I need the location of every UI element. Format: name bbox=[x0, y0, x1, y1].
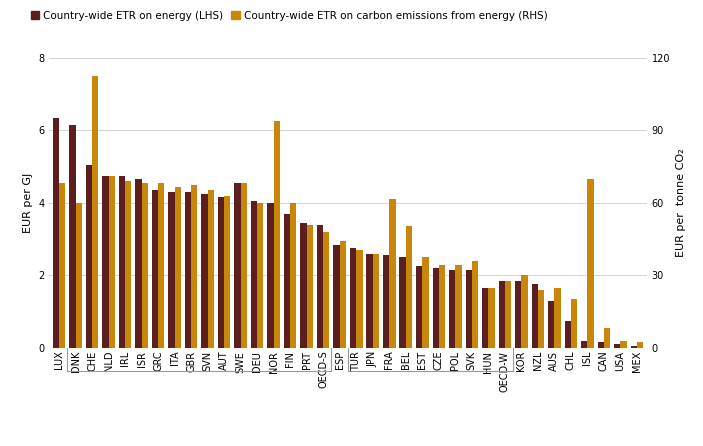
Bar bbox=[273, 121, 280, 348]
Bar bbox=[472, 261, 478, 348]
Bar bbox=[317, 225, 323, 348]
Bar bbox=[53, 118, 59, 348]
Bar bbox=[373, 254, 379, 348]
Bar bbox=[267, 203, 273, 348]
Bar bbox=[350, 248, 356, 348]
Y-axis label: EUR per  tonne CO₂: EUR per tonne CO₂ bbox=[676, 149, 685, 257]
Bar bbox=[257, 203, 264, 348]
Bar bbox=[174, 186, 181, 348]
Bar bbox=[515, 281, 522, 348]
Bar bbox=[136, 179, 141, 348]
Bar bbox=[416, 266, 423, 348]
Bar bbox=[119, 176, 125, 348]
Bar bbox=[323, 232, 330, 348]
Bar bbox=[565, 321, 571, 348]
Bar bbox=[399, 257, 406, 348]
Bar bbox=[465, 270, 472, 348]
Bar bbox=[185, 192, 191, 348]
Legend: Country-wide ETR on energy (LHS), Country-wide ETR on carbon emissions from ener: Country-wide ETR on energy (LHS), Countr… bbox=[30, 11, 548, 21]
Bar bbox=[389, 199, 396, 348]
Bar bbox=[356, 250, 363, 348]
Bar bbox=[637, 343, 643, 348]
Bar bbox=[383, 256, 389, 348]
Bar bbox=[505, 281, 511, 348]
Bar bbox=[86, 165, 92, 348]
Bar bbox=[522, 276, 527, 348]
Bar bbox=[125, 181, 131, 348]
Y-axis label: EUR per GJ: EUR per GJ bbox=[22, 173, 32, 233]
Bar bbox=[191, 185, 198, 348]
Bar bbox=[449, 270, 456, 348]
Bar bbox=[59, 183, 65, 348]
Bar bbox=[152, 190, 158, 348]
Bar bbox=[169, 192, 174, 348]
Bar bbox=[218, 198, 224, 348]
Bar bbox=[290, 203, 297, 348]
Bar bbox=[456, 264, 462, 348]
Bar bbox=[620, 341, 626, 348]
Bar bbox=[598, 343, 604, 348]
Bar bbox=[109, 176, 115, 348]
Bar bbox=[498, 281, 505, 348]
Bar bbox=[432, 268, 439, 348]
Bar bbox=[340, 241, 346, 348]
Bar bbox=[103, 176, 109, 348]
Bar bbox=[92, 76, 98, 348]
Bar bbox=[614, 344, 620, 348]
Bar bbox=[406, 227, 412, 348]
Bar bbox=[489, 288, 495, 348]
Bar bbox=[234, 183, 240, 348]
Bar bbox=[604, 328, 610, 348]
Bar bbox=[531, 285, 538, 348]
Bar bbox=[555, 288, 560, 348]
Bar bbox=[284, 214, 290, 348]
Bar bbox=[207, 190, 214, 348]
Bar bbox=[158, 183, 165, 348]
Bar bbox=[333, 244, 340, 348]
Bar bbox=[307, 225, 313, 348]
Bar bbox=[587, 179, 593, 348]
Bar bbox=[538, 290, 544, 348]
Bar bbox=[70, 125, 76, 348]
Bar bbox=[482, 288, 489, 348]
Bar bbox=[141, 183, 148, 348]
Bar bbox=[201, 194, 207, 348]
Bar bbox=[224, 196, 231, 348]
Bar bbox=[631, 346, 637, 348]
Bar bbox=[548, 301, 555, 348]
Bar bbox=[76, 203, 82, 348]
Bar bbox=[251, 201, 257, 348]
Bar bbox=[300, 223, 307, 348]
Bar bbox=[240, 183, 247, 348]
Bar bbox=[581, 341, 587, 348]
Bar bbox=[366, 254, 373, 348]
Bar bbox=[439, 264, 445, 348]
Bar bbox=[571, 299, 577, 348]
Bar bbox=[423, 257, 429, 348]
